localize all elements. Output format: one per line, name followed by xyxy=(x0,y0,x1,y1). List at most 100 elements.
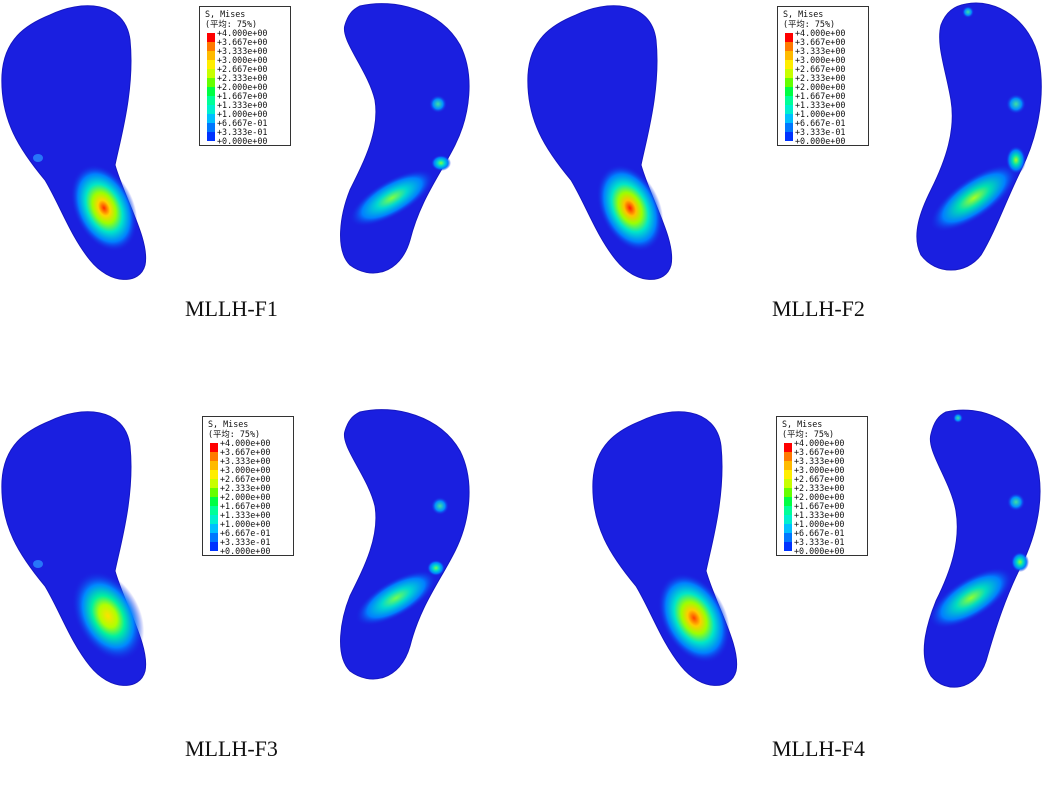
legend-swatch xyxy=(207,114,215,123)
legend-swatch xyxy=(207,105,215,114)
legend-swatch xyxy=(785,33,793,42)
legend-tick-label: +0.000e+00 xyxy=(794,546,845,556)
legend-swatch xyxy=(785,60,793,69)
legend-tick-label: +2.000e+00 xyxy=(794,492,845,502)
legend-tick-label: +0.000e+00 xyxy=(220,546,271,556)
legend-swatch xyxy=(210,461,218,470)
legend-tick-label: +6.667e-01 xyxy=(217,118,268,128)
legend-title: S, Mises xyxy=(208,419,249,429)
legend-tick-label: +3.000e+00 xyxy=(220,465,271,475)
legend-swatch xyxy=(785,132,793,141)
right-foot-model xyxy=(923,409,1041,688)
stress-contour-figure xyxy=(1,409,470,686)
legend-swatch xyxy=(785,123,793,132)
legend-swatch xyxy=(784,488,792,497)
legend-swatch xyxy=(784,533,792,542)
legend-tick-label: +3.000e+00 xyxy=(794,465,845,475)
right-stress-dot xyxy=(431,497,449,515)
legend-tick-label: +2.333e+00 xyxy=(217,73,268,83)
legend-tick-label: +4.000e+00 xyxy=(217,28,268,38)
legend-swatches xyxy=(207,33,215,141)
legend-swatch xyxy=(207,51,215,60)
legend-tick-label: +2.000e+00 xyxy=(217,82,268,92)
legend-ticks: +4.000e+00 +3.667e+00 +3.333e+00 +3.000e+00… xyxy=(217,29,267,146)
contour-legend: S, Mises (平均: 75%) +4.000e+00 +3.667e+00 +… xyxy=(776,416,868,556)
legend-subtitle: (平均: 75%) xyxy=(208,429,261,439)
contour-legend: S, Mises (平均: 75%) +4.000e+00 +3.667e+00 +… xyxy=(199,6,291,146)
legend-subtitle: (平均: 75%) xyxy=(783,19,836,29)
legend-tick-label: +3.333e+00 xyxy=(220,456,271,466)
right-stress-region xyxy=(349,169,435,227)
legend-swatch xyxy=(784,443,792,452)
legend-title: S, Mises xyxy=(205,9,246,19)
legend-swatch xyxy=(785,96,793,105)
legend-ticks: +4.000e+00 +3.667e+00 +3.333e+00 +3.000e+00… xyxy=(795,29,845,146)
legend-tick-label: +3.333e-01 xyxy=(794,537,845,547)
legend-swatch xyxy=(785,42,793,51)
legend-tick-label: +0.000e+00 xyxy=(795,136,846,146)
contour-legend: S, Mises (平均: 75%) +4.000e+00 +3.667e+00 +… xyxy=(202,416,294,556)
legend-tick-label: +6.667e-01 xyxy=(220,528,271,538)
legend-tick-label: +3.667e+00 xyxy=(795,37,846,47)
legend-ticks: +4.000e+00 +3.667e+00 +3.333e+00 +3.000e+00… xyxy=(794,439,844,556)
legend-tick-label: +1.667e+00 xyxy=(217,91,268,101)
legend-swatch xyxy=(785,69,793,78)
legend-tick-label: +3.667e+00 xyxy=(217,37,268,47)
legend-swatch xyxy=(785,87,793,96)
legend-tick-label: +2.333e+00 xyxy=(794,483,845,493)
legend-swatch xyxy=(207,69,215,78)
legend-swatch xyxy=(207,33,215,42)
legend-tick-label: +4.000e+00 xyxy=(220,438,271,448)
legend-swatches xyxy=(784,443,792,551)
left-stress-hotspot xyxy=(596,164,664,252)
stress-contour-figure xyxy=(1,3,470,280)
legend-tick-label: +1.333e+00 xyxy=(795,100,846,110)
right-stress-region xyxy=(928,567,1014,629)
legend-tick-label: +1.000e+00 xyxy=(220,519,271,529)
legend-swatches xyxy=(785,33,793,141)
legend-tick-label: +1.667e+00 xyxy=(220,501,271,511)
legend-swatch xyxy=(207,132,215,141)
legend-tick-label: +2.667e+00 xyxy=(220,474,271,484)
legend-swatch xyxy=(207,60,215,69)
legend-tick-label: +4.000e+00 xyxy=(794,438,845,448)
legend-tick-label: +1.000e+00 xyxy=(795,109,846,119)
stress-contour-figure xyxy=(527,2,1042,280)
right-stress-dot xyxy=(429,95,447,113)
legend-swatch xyxy=(210,443,218,452)
legend-swatch xyxy=(784,452,792,461)
legend-swatch xyxy=(207,96,215,105)
legend-swatch xyxy=(207,42,215,51)
legend-swatch xyxy=(207,87,215,96)
legend-swatch xyxy=(210,515,218,524)
legend-swatch xyxy=(785,78,793,87)
stress-contour-figure xyxy=(592,409,1041,688)
panel-caption: MLLH-F3 xyxy=(185,736,278,761)
panel-caption: MLLH-F1 xyxy=(185,296,278,321)
legend-swatch xyxy=(210,470,218,479)
legend-title: S, Mises xyxy=(783,9,824,19)
legend-tick-label: +2.000e+00 xyxy=(220,492,271,502)
legend-tick-label: +3.333e-01 xyxy=(220,537,271,547)
legend-swatch xyxy=(210,533,218,542)
right-foot-model xyxy=(340,3,470,274)
legend-swatch xyxy=(207,123,215,132)
legend-swatch xyxy=(210,524,218,533)
right-stress-dot xyxy=(1006,94,1026,114)
left-stress-hotspot xyxy=(657,573,731,663)
legend-swatch xyxy=(210,488,218,497)
legend-tick-label: +1.667e+00 xyxy=(795,91,846,101)
legend-tick-label: +1.333e+00 xyxy=(217,100,268,110)
legend-tick-label: +2.333e+00 xyxy=(220,483,271,493)
legend-tick-label: +4.000e+00 xyxy=(795,28,846,38)
legend-swatch xyxy=(784,515,792,524)
legend-tick-label: +3.333e-01 xyxy=(217,127,268,137)
right-stress-dot xyxy=(1007,493,1025,511)
panel-caption: MLLH-F2 xyxy=(772,296,865,321)
legend-tick-label: +6.667e-01 xyxy=(794,528,845,538)
legend-swatch xyxy=(785,105,793,114)
legend-swatches xyxy=(210,443,218,551)
left-stress-hotspot xyxy=(71,571,145,661)
legend-tick-label: +3.333e+00 xyxy=(794,456,845,466)
legend-title: S, Mises xyxy=(782,419,823,429)
